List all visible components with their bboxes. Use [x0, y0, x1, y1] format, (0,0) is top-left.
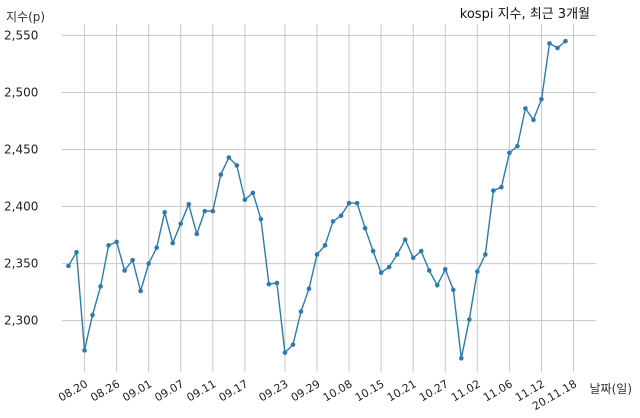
x-tick-label: 09.29 [289, 377, 323, 404]
x-tick-label: 08.20 [56, 377, 90, 404]
x-tick-label: 08.26 [88, 377, 122, 404]
data-point [442, 267, 448, 272]
data-point [547, 41, 552, 46]
x-tick-label: 09.23 [257, 377, 291, 404]
data-point [499, 184, 504, 190]
x-tick-label: 11.06 [481, 377, 515, 404]
data-point [82, 348, 87, 353]
data-point [98, 284, 103, 289]
data-point [330, 219, 336, 224]
x-tick-label: 09.01 [120, 377, 154, 404]
data-point [274, 280, 280, 286]
data-point [523, 106, 528, 111]
data-point [114, 239, 119, 245]
data-point [258, 216, 264, 222]
data-point [178, 221, 184, 226]
data-point [378, 270, 384, 276]
data-point [410, 255, 416, 261]
y-tick-label: 2,500 [4, 85, 38, 99]
y-axis-ticks: 2,300 2,350 2,400 2,450 2,500 2,550 [4, 28, 38, 327]
data-point [402, 237, 408, 242]
data-point [386, 264, 392, 270]
series-layer [66, 38, 568, 361]
data-point [234, 163, 240, 168]
data-point [66, 263, 71, 269]
data-point [74, 249, 79, 255]
data-point [298, 309, 304, 314]
data-point [106, 243, 111, 248]
data-point [314, 252, 320, 257]
y-tick-label: 2,550 [4, 28, 38, 42]
data-point [138, 288, 143, 294]
x-tick-label: 10.21 [385, 377, 419, 404]
x-tick-label: 10.27 [417, 377, 451, 404]
data-point [338, 213, 344, 218]
data-point [242, 197, 248, 203]
data-point [266, 281, 272, 287]
data-point [210, 208, 216, 214]
data-point [194, 231, 200, 237]
y-tick-label: 2,300 [4, 314, 38, 328]
x-tick-label: 11.02 [449, 377, 483, 404]
x-tick-label: 09.11 [185, 377, 219, 404]
data-point [122, 268, 127, 273]
x-tick-label: 09.07 [152, 377, 186, 404]
data-point [531, 117, 536, 123]
data-point [226, 155, 232, 160]
data-point [306, 286, 312, 292]
data-point [162, 209, 167, 215]
x-tick-label: 10.08 [321, 377, 355, 404]
data-point [507, 150, 512, 156]
data-point [146, 261, 151, 266]
data-point [370, 248, 376, 254]
y-tick-label: 2,400 [4, 200, 38, 214]
data-point [218, 172, 224, 177]
data-point [130, 257, 135, 263]
data-point [90, 312, 95, 318]
data-point [539, 97, 544, 102]
data-point [362, 225, 368, 231]
data-point [418, 248, 424, 254]
data-point [434, 282, 440, 288]
data-point [491, 188, 496, 193]
data-point [290, 342, 296, 347]
x-tick-label: 10.15 [353, 377, 387, 404]
data-point [282, 350, 288, 355]
chart-title: kospi 지수, 최근 3개월 [460, 7, 590, 22]
data-point [483, 252, 488, 257]
data-point [458, 356, 464, 361]
data-point [322, 243, 328, 248]
y-tick-label: 2,450 [4, 143, 38, 157]
data-point [450, 287, 456, 293]
y-tick-label: 2,350 [4, 257, 38, 271]
data-point [515, 143, 520, 149]
data-point [346, 200, 352, 206]
data-point [426, 268, 432, 273]
data-point [475, 269, 480, 274]
x-axis-label: 날짜(일) [590, 382, 632, 396]
data-point [563, 38, 568, 44]
data-point [186, 201, 192, 207]
data-point [555, 45, 560, 51]
y-axis-label: 지수(p) [6, 10, 45, 24]
data-point [250, 190, 256, 196]
x-tick-label: 09.17 [217, 377, 251, 404]
data-point [394, 252, 400, 257]
data-point [170, 240, 176, 246]
data-point [354, 200, 360, 206]
data-point [154, 245, 159, 250]
grid-lines [62, 24, 596, 372]
data-point [202, 208, 208, 214]
data-point [467, 317, 472, 322]
